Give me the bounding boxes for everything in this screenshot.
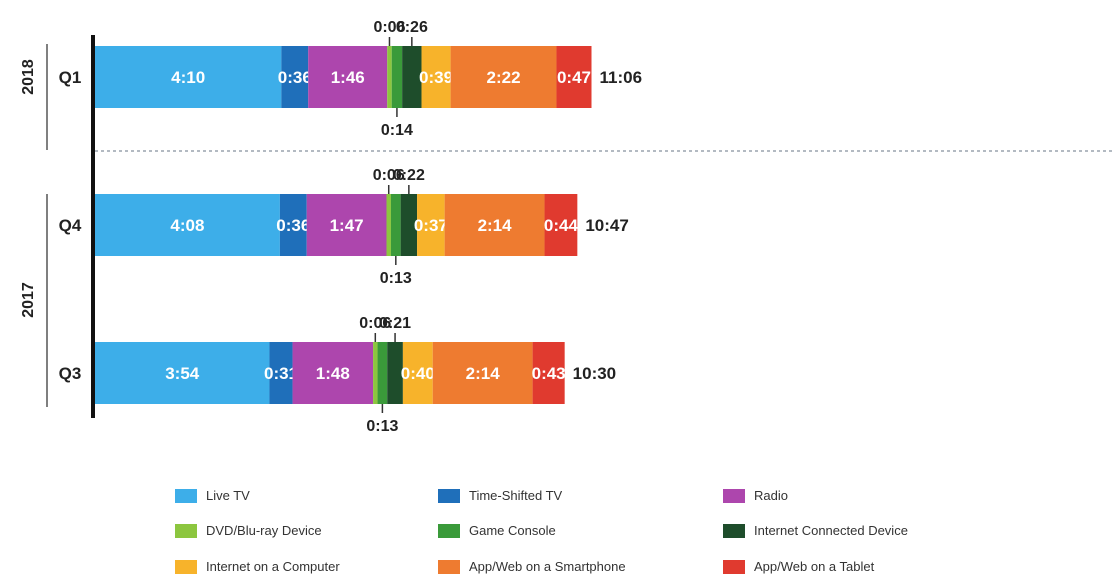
- data-label: 0:39: [419, 68, 453, 87]
- bar-segment: [269, 342, 293, 404]
- bar-segment: [402, 46, 422, 108]
- data-label: 0:14: [381, 122, 413, 139]
- data-label: 0:06: [359, 315, 391, 332]
- bar-segment: [432, 342, 533, 404]
- axes-layer: 2018 2017: [20, 35, 1112, 418]
- bar-segment: [306, 194, 387, 256]
- legend-swatch: [175, 524, 197, 538]
- legend-label: Game Console: [469, 523, 556, 538]
- data-label: 2:14: [478, 216, 513, 235]
- bar-segment: [450, 46, 557, 108]
- bar-segment: [444, 194, 545, 256]
- legend-label: Radio: [754, 488, 788, 503]
- legend-label: App/Web on a Tablet: [754, 559, 875, 574]
- data-label: 4:08: [170, 216, 204, 235]
- bars-layer: Q1 4:10 0:36 1:46 0:06 0:14 0:26 0:39 2:22 0:47 11…: [59, 19, 642, 435]
- bar-segment: [377, 342, 388, 404]
- legend-swatch: [723, 524, 745, 538]
- bar-segment: [386, 194, 391, 256]
- bar-segment: [373, 342, 378, 404]
- quarter-label: Q1: [59, 68, 82, 87]
- data-label: 0:36: [278, 68, 312, 87]
- total-label: 11:06: [600, 68, 643, 87]
- data-label: 0:21: [379, 315, 411, 332]
- data-label: 2:22: [487, 68, 521, 87]
- legend-label: DVD/Blu-ray Device: [206, 523, 322, 538]
- year-label: 2018: [20, 59, 37, 95]
- total-label: 10:47: [585, 216, 628, 235]
- legend-label: Internet on a Computer: [206, 559, 340, 574]
- bar-segment: [308, 46, 388, 108]
- data-label: 1:47: [330, 216, 364, 235]
- data-label: 0:26: [396, 19, 428, 36]
- legend-swatch: [723, 489, 745, 503]
- bar-segment: [544, 194, 578, 256]
- data-label: 2:14: [466, 364, 501, 383]
- bar-segment: [532, 342, 565, 404]
- bar-segment: [421, 46, 451, 108]
- data-label: 0:13: [366, 418, 398, 435]
- data-label: 0:06: [373, 167, 405, 184]
- bar-segment: [390, 194, 401, 256]
- data-label: 1:46: [331, 68, 365, 87]
- bar-segment: [402, 342, 433, 404]
- legend-swatch: [438, 489, 460, 503]
- bar-segment: [387, 342, 403, 404]
- bar-segment: [95, 194, 280, 256]
- legend-label: Live TV: [206, 488, 250, 503]
- data-label: 0:43: [532, 364, 566, 383]
- bar-segment: [279, 194, 307, 256]
- quarter-label: Q4: [59, 216, 82, 235]
- data-label: 0:06: [373, 19, 405, 36]
- legend-swatch: [175, 489, 197, 503]
- bar-segment: [95, 46, 282, 108]
- legend-swatch: [438, 524, 460, 538]
- total-label: 10:30: [573, 364, 616, 383]
- legend-swatch: [175, 560, 197, 574]
- data-label: 0:44: [544, 216, 579, 235]
- legend: Live TV Time-Shifted TV Radio DVD/Blu-ray D…: [175, 488, 908, 574]
- data-label: 0:36: [276, 216, 310, 235]
- bar-segment: [417, 194, 445, 256]
- data-label: 0:22: [393, 167, 425, 184]
- data-label: 0:47: [557, 68, 591, 87]
- legend-label: Internet Connected Device: [754, 523, 908, 538]
- legend-swatch: [723, 560, 745, 574]
- data-label: 0:40: [401, 364, 435, 383]
- bar-segment: [556, 46, 592, 108]
- legend-label: Time-Shifted TV: [469, 488, 563, 503]
- data-label: 0:13: [380, 270, 412, 287]
- data-label: 4:10: [171, 68, 205, 87]
- bar-segment: [95, 342, 270, 404]
- bar-segment: [292, 342, 374, 404]
- bar-segment: [387, 46, 392, 108]
- data-label: 1:48: [316, 364, 350, 383]
- data-label: 3:54: [165, 364, 200, 383]
- data-label: 0:37: [414, 216, 448, 235]
- year-label: 2017: [20, 282, 37, 318]
- quarter-label: Q3: [59, 364, 82, 383]
- bar-segment: [281, 46, 309, 108]
- data-label: 0:31: [264, 364, 298, 383]
- bar-segment: [391, 46, 403, 108]
- legend-swatch: [438, 560, 460, 574]
- bar-segment: [400, 194, 418, 256]
- legend-label: App/Web on a Smartphone: [469, 559, 626, 574]
